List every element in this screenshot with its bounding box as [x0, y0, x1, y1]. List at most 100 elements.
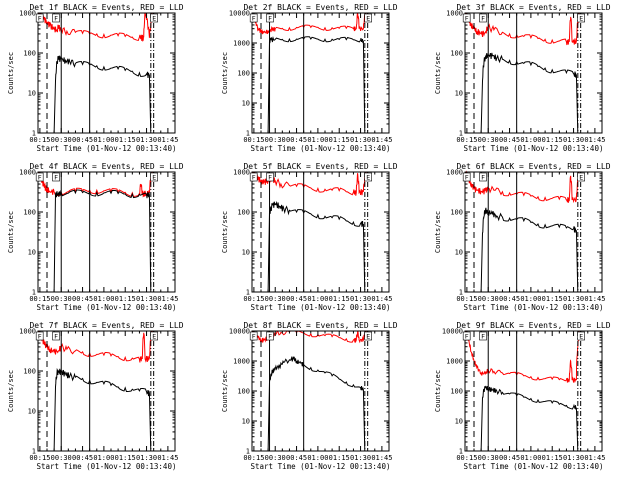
event-marker-box: [35, 172, 44, 182]
x-axis-label: Start Time (01-Nov-12 00:13:40): [464, 462, 604, 471]
x-tick-label: 01:45: [371, 295, 392, 303]
y-tick-label: 10: [28, 90, 36, 98]
events-series-line: [480, 385, 579, 452]
x-tick-label: 01:15: [542, 454, 563, 462]
y-axis-label: Counts/sec: [434, 211, 442, 253]
events-series-line: [53, 189, 152, 293]
event-marker-label: E: [579, 174, 583, 182]
y-tick-label: 10: [455, 418, 463, 426]
event-marker-label: E: [366, 333, 370, 341]
y-axis-label: Counts/sec: [221, 370, 229, 412]
y-axis-label: Counts/sec: [221, 211, 229, 253]
event-marker-label: F: [252, 333, 256, 341]
x-tick-label: 00:45: [499, 454, 520, 462]
event-marker-label: F: [252, 15, 256, 23]
y-tick-label: 1: [32, 448, 36, 456]
y-tick-label: 1: [459, 448, 463, 456]
axes-frame: [37, 330, 176, 452]
y-tick-label: 10: [28, 408, 36, 416]
x-tick-label: 01:15: [329, 136, 350, 144]
event-marker-box: [266, 13, 274, 23]
event-marker-box: [479, 13, 487, 23]
event-marker-box: [35, 331, 44, 341]
event-marker-label: F: [481, 333, 485, 341]
event-marker-label: F: [481, 15, 485, 23]
x-tick-label: 00:30: [265, 295, 286, 303]
event-marker-box: [364, 13, 372, 23]
event-marker-box: [249, 13, 258, 23]
x-tick-label: 00:45: [72, 295, 93, 303]
event-marker-label: E: [579, 333, 583, 341]
x-tick-label: 00:15: [29, 295, 50, 303]
y-tick-label: 100: [23, 368, 36, 376]
y-tick-label: 100: [450, 388, 463, 396]
y-tick-label: 1: [246, 448, 250, 456]
event-marker-label: E: [152, 333, 156, 341]
x-tick-label: 00:45: [499, 136, 520, 144]
x-tick-label: 00:30: [51, 136, 72, 144]
axes-frame: [251, 171, 390, 293]
y-tick-label: 10: [455, 249, 463, 257]
event-marker-box: [462, 13, 471, 23]
x-tick-label: 01:00: [520, 136, 541, 144]
y-tick-label: 1000: [19, 10, 36, 18]
x-tick-label: 01:15: [542, 136, 563, 144]
x-tick-label: 01:00: [93, 454, 114, 462]
x-tick-label: 01:30: [350, 295, 371, 303]
axes-frame: [464, 12, 603, 134]
x-tick-label: 00:15: [243, 136, 264, 144]
y-tick-label: 1: [32, 130, 36, 138]
y-tick-label: 100: [450, 209, 463, 217]
x-tick-label: 01:00: [93, 136, 114, 144]
x-axis-label: Start Time (01-Nov-12 00:13:40): [251, 462, 391, 471]
event-marker-label: F: [465, 333, 469, 341]
event-marker-box: [577, 172, 585, 182]
y-tick-label: 1000: [446, 10, 463, 18]
axes-frame: [37, 12, 176, 134]
event-marker-label: F: [38, 15, 42, 23]
event-marker-label: F: [268, 333, 272, 341]
event-marker-label: F: [54, 174, 58, 182]
x-axis-label: Start Time (01-Nov-12 00:13:40): [37, 144, 177, 153]
y-tick-label: 1000: [233, 358, 250, 366]
events-series-line: [53, 367, 152, 452]
x-tick-label: 01:30: [136, 136, 157, 144]
x-tick-label: 00:45: [72, 136, 93, 144]
event-marker-label: F: [38, 333, 42, 341]
x-tick-label: 00:15: [243, 454, 264, 462]
event-marker-box: [462, 172, 471, 182]
y-axis-label: Counts/sec: [434, 370, 442, 412]
x-tick-label: 00:30: [265, 454, 286, 462]
x-tick-label: 01:00: [307, 295, 328, 303]
y-axis-label: Counts/sec: [7, 211, 15, 253]
event-marker-box: [577, 331, 585, 341]
lld-series-line: [252, 171, 367, 196]
event-marker-label: F: [38, 174, 42, 182]
x-tick-label: 01:45: [157, 136, 178, 144]
x-axis-label: Start Time (01-Nov-12 00:13:40): [464, 144, 604, 153]
events-series-line: [480, 207, 579, 293]
x-axis-label: Start Time (01-Nov-12 00:13:40): [37, 462, 177, 471]
lld-series-line: [38, 171, 153, 198]
event-marker-label: F: [465, 15, 469, 23]
x-axis-label: Start Time (01-Nov-12 00:13:40): [464, 303, 604, 312]
event-marker-box: [150, 13, 158, 23]
lld-series-line: [465, 12, 580, 46]
axes-frame: [464, 171, 603, 293]
x-tick-label: 00:30: [478, 295, 499, 303]
event-marker-box: [462, 331, 471, 341]
event-marker-box: [364, 331, 372, 341]
event-marker-label: E: [366, 15, 370, 23]
x-tick-label: 01:45: [584, 454, 605, 462]
event-marker-box: [52, 172, 60, 182]
event-marker-box: [150, 331, 158, 341]
x-tick-label: 00:30: [51, 454, 72, 462]
event-marker-box: [52, 13, 60, 23]
x-tick-label: 01:30: [136, 295, 157, 303]
x-tick-label: 01:45: [157, 295, 178, 303]
